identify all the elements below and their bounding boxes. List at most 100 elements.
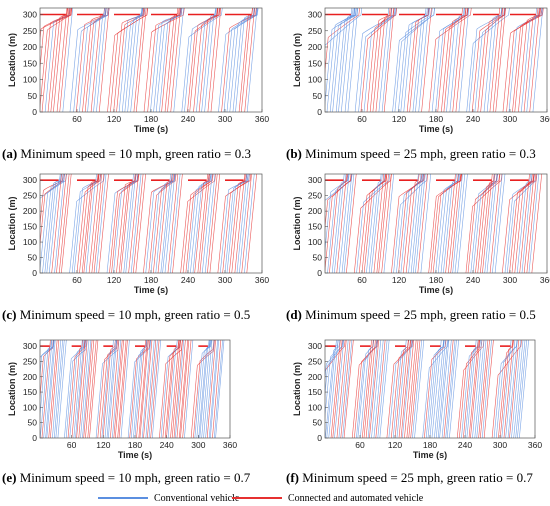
trajectory-b-5-10 [532,8,544,112]
ytick-label: 150 [308,387,322,397]
trajectory-figure: 0 50 100 150 200 250 300 60 120 180 240 300 360 Time … [7,7,550,460]
trajectory-b-4-9 [492,8,504,112]
trajectory-a-0-9 [59,8,70,112]
trajectory-b-5-4 [514,8,541,112]
panel-d: 0 50 100 150 200 250 300 60 120 180 240 300 360 Time … [292,173,550,295]
xtick-label: 180 [429,114,443,124]
trajectory-b-5-1 [506,8,543,112]
trajectory-b-0-9 [344,8,356,112]
trajectory-f-5-12 [515,340,526,438]
trajectory-d-2-0 [391,174,425,273]
trajectory-c-4-10 [204,174,216,273]
trajectory-d-3-9 [450,174,461,273]
ytick-label: 200 [23,42,37,52]
trajectory-c-1-8 [88,174,100,273]
x-axis-label: Time (s) [134,124,168,134]
ytick-label: 300 [308,341,322,351]
trajectory-d-5-9 [523,174,535,273]
trajectory-a-3-8 [167,8,179,112]
trajectory-c-0-1 [40,174,64,228]
trajectory-f-2-13 [412,340,423,438]
trajectory-e-0-5 [41,340,51,438]
trajectory-c-2-5 [118,174,137,273]
trajectory-a-3-10 [173,8,184,112]
trajectory-d-2-1 [393,174,428,273]
trajectory-d-1-11 [381,174,392,273]
xtick-label: 360 [540,275,550,285]
trajectory-f-1-14 [379,340,390,438]
trajectory-a-5-1 [221,8,257,112]
legend-swatch-connected [232,497,282,499]
trajectory-b-3-9 [455,8,467,112]
trajectory-b-2-2 [397,8,433,112]
trajectory-f-0-0 [325,340,346,372]
trajectory-d-4-7 [482,174,493,273]
caption-f: (f) Minimum speed = 25 mph, green ratio … [286,470,533,485]
trajectory-d-3-6 [443,174,457,273]
trajectory-d-4-9 [486,174,498,273]
trajectory-a-1-4 [82,8,107,112]
trajectory-e-5-13 [213,340,224,438]
trajectory-d-0-9 [338,174,350,273]
trajectory-a-1-6 [87,8,107,112]
trajectory-a-3-1 [147,8,183,112]
trajectory-d-4-8 [484,174,495,273]
ytick-label: 50 [313,418,323,428]
trajectory-f-0-13 [342,340,353,438]
trajectory-e-0-10 [50,340,60,438]
trajectory-e-4-12 [180,340,190,438]
ytick-label: 0 [317,268,322,278]
trajectory-f-5-6 [503,340,514,438]
trajectory-b-1-9 [381,8,393,112]
trajectory-d-3-10 [452,174,463,273]
trajectory-c-0-4 [42,174,64,273]
panel-b: 0 50 100 150 200 250 300 60 120 180 240 300 360 Time … [292,7,550,134]
trajectory-f-1-1 [354,340,378,438]
trajectory-b-3-6 [446,8,466,112]
ytick-label: 300 [308,175,322,185]
trajectory-f-3-12 [445,340,456,438]
y-axis-label: Location (m) [7,197,17,251]
trajectory-e-0-4 [40,340,52,438]
trajectory-a-1-10 [98,8,110,112]
trajectory-b-3-10 [458,8,470,112]
trajectory-a-4-7 [201,8,217,112]
y-axis-label: Location (m) [292,197,302,251]
trajectory-b-1-2 [360,8,397,112]
ytick-label: 200 [23,206,37,216]
trajectory-f-1-13 [377,340,388,438]
trajectory-e-4-14 [184,340,194,438]
xtick-label: 180 [144,114,158,124]
trajectory-a-5-4 [229,8,256,112]
legend: Conventional vehicle Connected and autom… [0,490,550,506]
legend-label-connected: Connected and automated vehicle [288,492,424,504]
trajectory-d-0-3 [325,174,352,273]
trajectory-c-3-12 [172,174,183,273]
trajectory-e-1-13 [87,340,97,438]
trajectory-d-2-8 [410,174,422,273]
trajectory-d-5-5 [514,174,533,273]
ytick-label: 150 [308,58,322,68]
ytick-label: 0 [317,433,322,443]
trajectory-c-1-12 [98,174,109,273]
xtick-label: 240 [160,440,174,450]
trajectory-c-5-8 [236,174,248,273]
ytick-label: 100 [308,237,322,247]
xtick-label: 180 [429,275,443,285]
trajectory-f-2-10 [406,340,417,438]
trajectory-e-0-3 [40,340,54,420]
trajectory-c-2-12 [135,174,146,273]
trajectory-d-3-12 [457,174,468,273]
trajectory-b-1-10 [383,8,395,112]
trajectory-d-0-11 [343,174,355,273]
xtick-label: 300 [218,114,232,124]
ytick-label: 250 [23,356,37,366]
xtick-label: 60 [67,440,77,450]
trajectory-c-4-9 [201,174,213,273]
xtick-label: 120 [96,440,110,450]
trajectory-d-2-12 [420,174,432,273]
trajectory-d-3-7 [445,174,456,273]
trajectory-d-2-11 [417,174,428,273]
trajectory-d-1-4 [363,174,387,273]
trajectory-d-5-12 [531,174,543,273]
